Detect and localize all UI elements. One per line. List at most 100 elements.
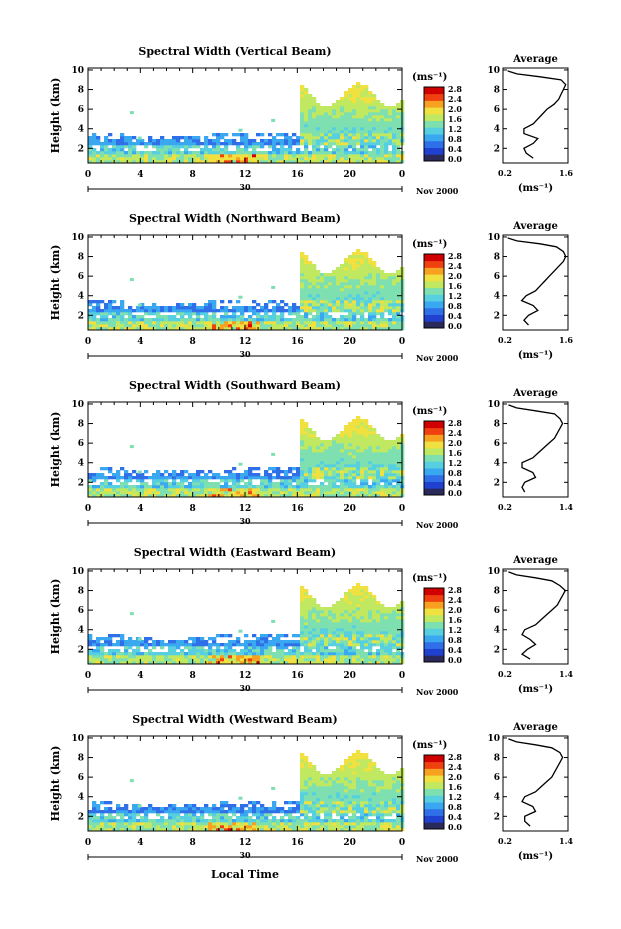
heatmap-cell bbox=[320, 294, 325, 298]
heatmap-cell bbox=[340, 279, 345, 283]
heatmap-cell bbox=[324, 652, 329, 656]
heatmap-cell bbox=[348, 258, 353, 262]
heatmap-cell bbox=[296, 142, 301, 146]
heatmap-cell bbox=[312, 813, 317, 817]
heatmap-cell bbox=[196, 473, 201, 477]
heatmap-cell bbox=[304, 139, 309, 143]
y-tick-label: 4 bbox=[78, 459, 84, 469]
heatmap-cell bbox=[340, 640, 345, 644]
heatmap-cell bbox=[312, 774, 317, 778]
heatmap-cell bbox=[284, 470, 289, 474]
heatmap-cell bbox=[272, 324, 277, 328]
heatmap-cell bbox=[388, 494, 393, 498]
heatmap-cell bbox=[304, 148, 309, 152]
heatmap-cell bbox=[320, 273, 325, 277]
heatmap-cell bbox=[160, 661, 165, 665]
heatmap-cell bbox=[88, 476, 93, 480]
heatmap-cell bbox=[324, 616, 329, 620]
heatmap-cell bbox=[376, 637, 381, 641]
heatmap-cell bbox=[392, 109, 397, 113]
heatmap-cell bbox=[344, 476, 349, 480]
heatmap-cell bbox=[368, 607, 373, 611]
heatmap-cell bbox=[312, 136, 317, 140]
heatmap-cell bbox=[132, 652, 137, 656]
heatmap-cell bbox=[164, 148, 169, 152]
heatmap-cell bbox=[280, 142, 285, 146]
heatmap-cell bbox=[364, 318, 369, 322]
heatmap-cell bbox=[336, 309, 341, 313]
heatmap-cell bbox=[360, 148, 365, 152]
heatmap-cell bbox=[108, 300, 113, 304]
heatmap-cell bbox=[340, 443, 345, 447]
heatmap-cell bbox=[200, 637, 205, 641]
heatmap-cell bbox=[332, 288, 337, 292]
heatmap-cell bbox=[360, 115, 365, 119]
heatmap-cell bbox=[204, 479, 209, 483]
heatmap-cell bbox=[220, 154, 225, 158]
heatmap-cell bbox=[268, 133, 273, 137]
heatmap-cell bbox=[216, 160, 221, 164]
heatmap-cell bbox=[280, 312, 285, 316]
heatmap-cell bbox=[392, 446, 397, 450]
heatmap-cell bbox=[308, 157, 313, 161]
heatmap-cell bbox=[328, 130, 333, 134]
heatmap-cell bbox=[320, 625, 325, 629]
heatmap-cell bbox=[104, 801, 109, 805]
heatmap-cell bbox=[116, 309, 121, 313]
heatmap-cell bbox=[320, 491, 325, 495]
heatmap-cell bbox=[356, 318, 361, 322]
heatmap-cell bbox=[340, 106, 345, 110]
heatmap-cell bbox=[308, 428, 313, 432]
heatmap-cell bbox=[160, 643, 165, 647]
heatmap-cell bbox=[352, 157, 357, 161]
heatmap-cell bbox=[224, 321, 229, 325]
heatmap-cell bbox=[356, 273, 361, 277]
heatmap-cell bbox=[156, 470, 161, 474]
heatmap-cell bbox=[88, 145, 93, 149]
heatmap-cell bbox=[296, 655, 301, 659]
heatmap-cell bbox=[308, 443, 313, 447]
heatmap-cell bbox=[360, 455, 365, 459]
heatmap-cell bbox=[368, 494, 373, 498]
heatmap-cell bbox=[376, 482, 381, 486]
heatmap-cell bbox=[264, 816, 269, 820]
heatmap-cell bbox=[232, 482, 237, 486]
heatmap-cell bbox=[224, 309, 229, 313]
heatmap-cell bbox=[129, 445, 134, 449]
heatmap-cell bbox=[348, 291, 353, 295]
heatmap-cell bbox=[232, 321, 237, 325]
heatmap-cell bbox=[360, 610, 365, 614]
heatmap-cell bbox=[108, 467, 113, 471]
heatmap-cell bbox=[320, 285, 325, 289]
heatmap-cell bbox=[396, 121, 401, 125]
heatmap-cell bbox=[368, 294, 373, 298]
heatmap-cell bbox=[296, 479, 301, 483]
heatmap-cell bbox=[344, 455, 349, 459]
heatmap-cell bbox=[280, 151, 285, 155]
heatmap-cell bbox=[296, 816, 301, 820]
heatmap-cell bbox=[176, 828, 181, 832]
heatmap-cell bbox=[204, 652, 209, 656]
heatmap-cell bbox=[360, 312, 365, 316]
heatmap-cell bbox=[308, 273, 313, 277]
heatmap-cell bbox=[248, 315, 253, 319]
heatmap-cell bbox=[360, 625, 365, 629]
heatmap-cell bbox=[324, 136, 329, 140]
heatmap-cell bbox=[360, 628, 365, 632]
heatmap-cell bbox=[340, 464, 345, 468]
heatmap-cell bbox=[244, 655, 249, 659]
heatmap-cell bbox=[316, 819, 321, 823]
heatmap-cell bbox=[352, 652, 357, 656]
heatmap-cell bbox=[340, 145, 345, 149]
heatmap-cell bbox=[340, 148, 345, 152]
heatmap-cell bbox=[100, 324, 105, 328]
heatmap-cell bbox=[304, 783, 309, 787]
heatmap-cell bbox=[364, 640, 369, 644]
heatmap-cell bbox=[372, 133, 377, 137]
heatmap-cell bbox=[364, 121, 369, 125]
heatmap-cell bbox=[384, 479, 389, 483]
heatmap-cell bbox=[344, 306, 349, 310]
heatmap-cell bbox=[368, 601, 373, 605]
heatmap-cell bbox=[308, 476, 313, 480]
heatmap-cell bbox=[188, 142, 193, 146]
